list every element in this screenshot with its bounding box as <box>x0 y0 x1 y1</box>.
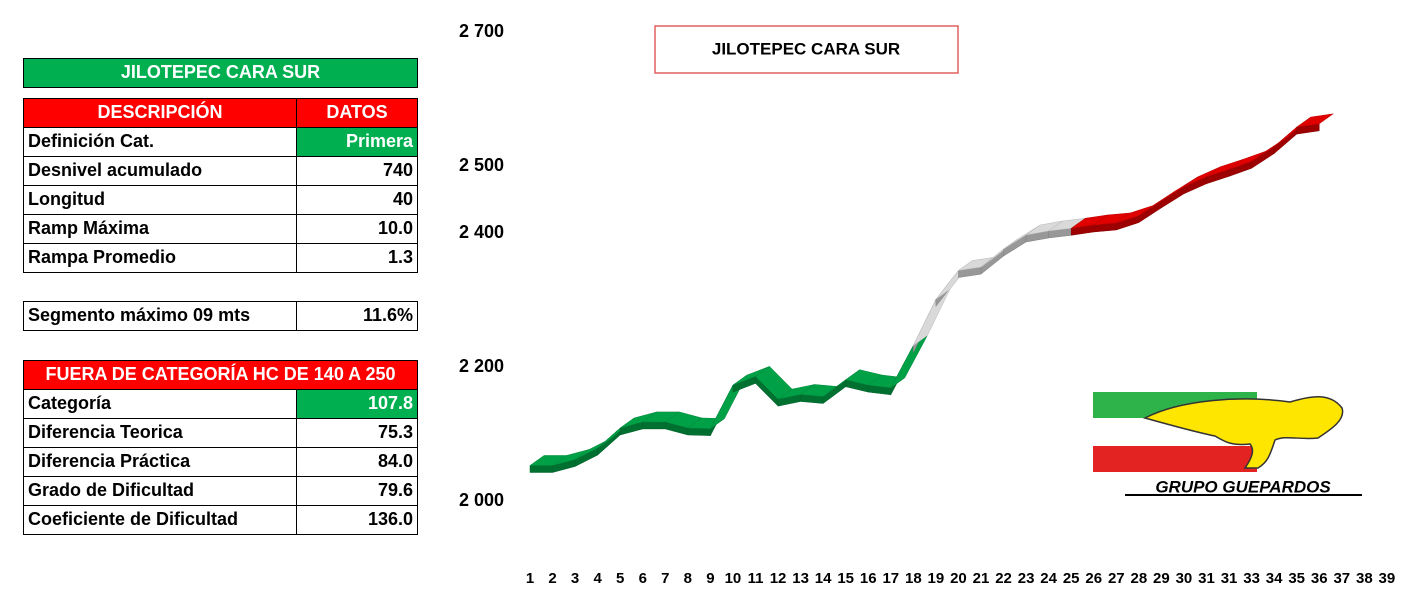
header-cell: DATOS <box>296 98 418 128</box>
x-tick-label: 18 <box>905 570 922 587</box>
x-tick-label: 36 <box>1311 570 1328 587</box>
x-tick-label: 38 <box>1356 570 1373 587</box>
x-tick-label: 2 <box>548 570 556 587</box>
x-tick-label: 3 <box>571 570 579 587</box>
x-tick-label: 6 <box>639 570 647 587</box>
row-value: 11.6% <box>296 301 418 331</box>
x-tick-label: 13 <box>792 570 809 587</box>
ribbon-side <box>1003 234 1027 257</box>
x-tick-label: 39 <box>1379 570 1396 587</box>
logo-cheetah <box>1142 396 1344 469</box>
x-tick-label: 16 <box>860 570 877 587</box>
x-tick-label: 29 <box>1153 570 1170 587</box>
y-tick-label: 2 200 <box>459 356 504 376</box>
x-tick-label: 15 <box>837 570 854 587</box>
x-tick-label: 5 <box>616 570 624 587</box>
ribbon-top <box>1296 113 1334 128</box>
x-tick-label: 28 <box>1131 570 1148 587</box>
title-box <box>654 25 959 74</box>
logo-text: GRUPO GUEPARDOS <box>1155 477 1331 496</box>
x-tick-label: 24 <box>1040 570 1057 587</box>
table-title: JILOTEPEC CARA SUR <box>23 58 418 88</box>
y-tick-label: 2 400 <box>459 222 504 242</box>
x-tick-label: 21 <box>973 570 990 587</box>
x-tick-label: 19 <box>928 570 945 587</box>
x-tick-label: 34 <box>1266 570 1283 587</box>
row-value: Primera <box>296 127 418 157</box>
x-tick-label: 27 <box>1108 570 1125 587</box>
x-tick-label: 4 <box>593 570 602 587</box>
x-tick-label: 26 <box>1085 570 1102 587</box>
x-tick-label: 31 <box>1221 570 1238 587</box>
x-tick-label: 23 <box>1018 570 1035 587</box>
x-tick-label: 10 <box>725 570 742 587</box>
x-tick-label: 30 <box>1176 570 1193 587</box>
x-tick-label: 14 <box>815 570 832 587</box>
x-tick-label: 22 <box>995 570 1012 587</box>
logo: GRUPO GUEPARDOS <box>1093 392 1362 496</box>
logo-stripe <box>1093 446 1257 472</box>
ribbon-side <box>687 427 711 436</box>
x-tick-label: 20 <box>950 570 967 587</box>
row-value: 1.3 <box>296 243 418 273</box>
ribbon-top <box>913 289 951 346</box>
x-tick-label: 33 <box>1243 570 1260 587</box>
y-tick-label: 2 500 <box>459 155 504 175</box>
x-tick-label: 35 <box>1288 570 1305 587</box>
x-tick-label: 37 <box>1333 570 1350 587</box>
x-tick-label: 8 <box>684 570 692 587</box>
table-title: FUERA DE CATEGORÍA HC DE 140 A 250 <box>23 360 418 390</box>
y-tick-label: 2 700 <box>459 21 504 41</box>
x-tick-label: 31 <box>1198 570 1215 587</box>
x-tick-label: 17 <box>882 570 899 587</box>
ribbon-side <box>642 421 666 430</box>
chart-title: JILOTEPEC CARA SUR <box>712 39 900 58</box>
ribbon-top <box>890 335 928 388</box>
x-tick-label: 25 <box>1063 570 1080 587</box>
y-tick-label: 2 000 <box>459 490 504 510</box>
ribbon-side <box>529 465 553 473</box>
x-tick-label: 12 <box>770 570 787 587</box>
x-tick-label: 7 <box>661 570 669 587</box>
row-value: 136.0 <box>296 505 418 535</box>
x-tick-label: 1 <box>526 570 534 587</box>
row-value: 107.8 <box>296 389 418 419</box>
x-tick-label: 9 <box>706 570 714 587</box>
ribbon-side <box>1161 186 1185 209</box>
x-tick-label: 11 <box>748 570 764 587</box>
